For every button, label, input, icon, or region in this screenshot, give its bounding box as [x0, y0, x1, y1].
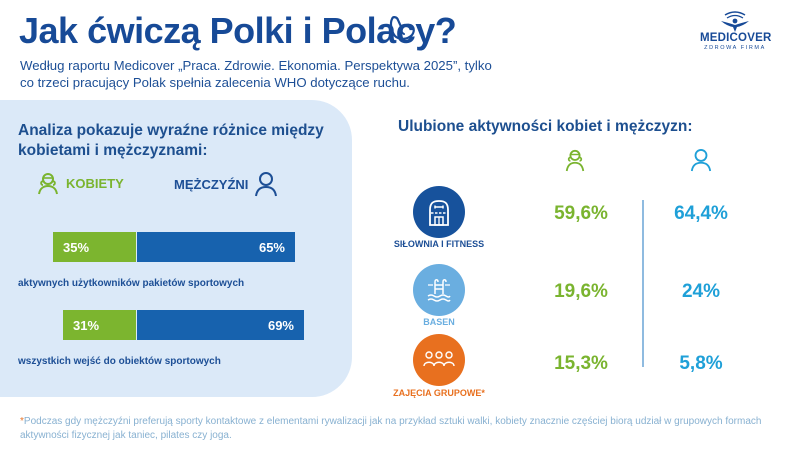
subtitle: Według raportu Medicover „Praca. Zdrowie…	[20, 57, 540, 91]
bar-segment-men: 65%	[137, 232, 295, 262]
value-women-pool: 19,6%	[554, 281, 608, 302]
group-circle	[413, 334, 465, 386]
bar-caption: aktywnych użytkowników pakietów sportowy…	[18, 278, 245, 289]
bar-caption: wszystkich wejść do obiektów sportowych	[18, 356, 221, 367]
footnote: *Podczas gdy mężczyźni preferują sporty …	[20, 415, 780, 443]
activity-label-group: ZAJĘCIA GRUPOWE*	[393, 388, 485, 398]
man-column-icon	[690, 149, 712, 172]
activity-label-gym: SIŁOWNIA I FITNESS	[393, 239, 485, 249]
stacked-bar-facility-entries: 31% 69%	[63, 310, 304, 340]
medicover-logo: MEDICOVER ZDROWA FIRMA	[700, 10, 772, 60]
activity-label-pool: BASEN	[423, 317, 455, 327]
logo-name: MEDICOVER	[700, 32, 772, 44]
bar-segment-women: 31%	[63, 310, 137, 340]
man-icon	[255, 172, 278, 197]
subtitle-line-1: Według raportu Medicover „Praca. Zdrowie…	[20, 58, 492, 73]
flexed-bicep-icon	[389, 16, 415, 40]
value-men-gym: 64,4%	[674, 203, 728, 224]
value-women-gym: 59,6%	[554, 203, 608, 224]
legend-women-label: KOBIETY	[66, 175, 124, 191]
woman-icon	[38, 173, 58, 195]
footnote-text: Podczas gdy mężczyźni preferują sporty k…	[20, 416, 762, 441]
medicover-figure-icon	[721, 11, 749, 32]
value-men-pool: 24%	[681, 281, 721, 302]
column-divider	[642, 200, 644, 367]
stacked-bar-sport-packages: 35% 65%	[53, 232, 295, 262]
swimming-pool-icon	[427, 279, 451, 302]
activities-title: Ulubione aktywności kobiet i mężczyzn:	[398, 118, 693, 135]
pool-circle	[413, 264, 465, 316]
bar-segment-women: 35%	[53, 232, 137, 262]
footnote-star: *	[20, 416, 24, 427]
value-women-group: 15,3%	[554, 353, 608, 374]
panel-title: Analiza pokazuje wyraźne różnice między …	[18, 122, 324, 159]
legend-women: KOBIETY	[36, 171, 124, 195]
bar-segment-men: 69%	[137, 310, 304, 340]
gym-building-icon	[429, 200, 449, 226]
legend-men-label: MĘŻCZYŹNI	[174, 176, 249, 192]
logo-tagline: ZDROWA FIRMA	[704, 45, 766, 51]
page-title: Jak ćwiczą Polki i Polacy?	[19, 10, 457, 51]
value-men-group: 5,8%	[679, 353, 723, 374]
subtitle-line-2: co trzeci pracujący Polak spełnia zalece…	[20, 75, 410, 90]
group-people-icon	[423, 351, 455, 367]
legend-men: MĘŻCZYŹNI	[174, 171, 278, 197]
woman-column-icon	[565, 149, 585, 172]
gym-circle	[413, 186, 465, 238]
